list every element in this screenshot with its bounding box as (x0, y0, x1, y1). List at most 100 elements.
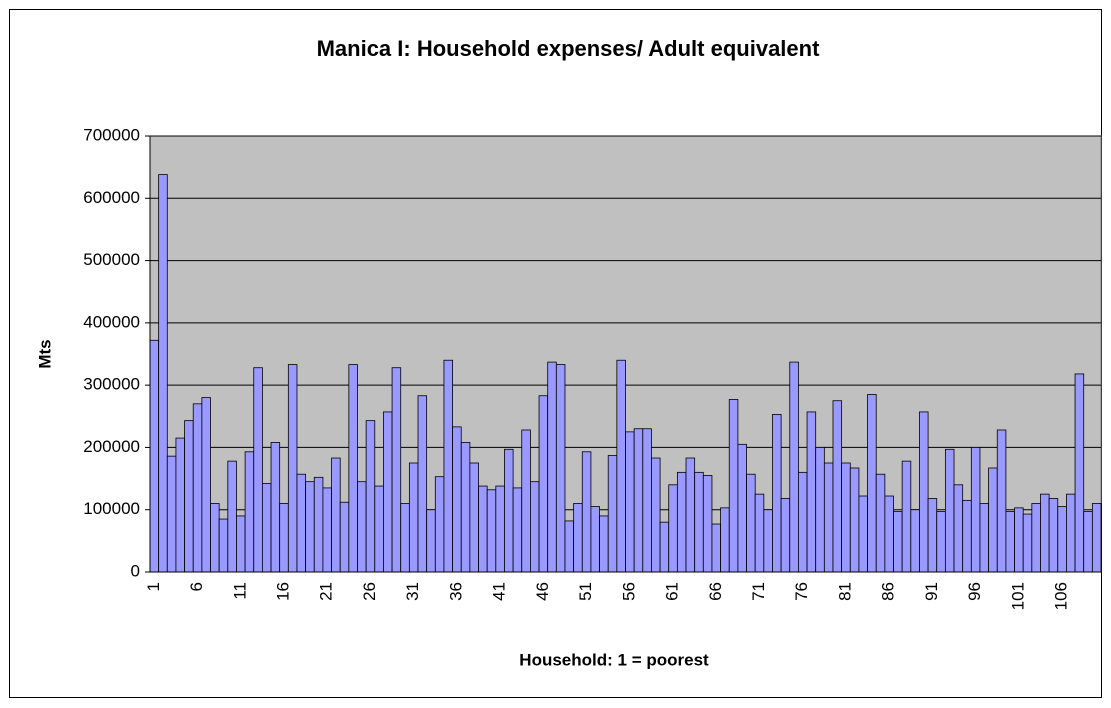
bar (1057, 506, 1067, 573)
bar (806, 411, 817, 573)
bar (547, 361, 557, 573)
bar (538, 395, 549, 573)
bar (711, 523, 721, 573)
bar (625, 431, 635, 573)
x-tick-label: 26 (360, 582, 379, 601)
bar (305, 481, 315, 573)
bar (452, 426, 462, 573)
bar (279, 503, 289, 573)
y-tick-label: 600000 (83, 188, 140, 207)
bar (780, 498, 791, 573)
bar (374, 485, 384, 573)
bar (530, 481, 540, 573)
bar (659, 521, 670, 573)
bar (867, 394, 877, 573)
bar (1066, 493, 1076, 573)
bar (815, 447, 825, 573)
x-tick-label: 51 (576, 582, 595, 601)
bar (789, 361, 799, 573)
x-axis-label: Household: 1 = poorest (519, 650, 709, 669)
bar (798, 471, 808, 573)
bar (365, 420, 376, 573)
bar (893, 511, 903, 573)
bar (910, 509, 920, 573)
x-tick-label: 91 (922, 582, 941, 601)
bar (616, 359, 626, 573)
x-tick-label: 56 (619, 582, 638, 601)
y-tick-label: 0 (131, 561, 140, 580)
bar (901, 460, 912, 573)
chart-title: Manica I: Household expenses/ Adult equi… (317, 36, 821, 61)
bar (322, 487, 332, 573)
bar (919, 411, 929, 573)
bar (720, 507, 730, 573)
bar (1048, 498, 1059, 573)
bar (832, 400, 843, 573)
bar (953, 484, 964, 573)
bar (227, 460, 237, 573)
bar (210, 503, 220, 573)
bar (417, 395, 428, 573)
bar (478, 485, 488, 573)
bar (1040, 493, 1050, 573)
bar (469, 462, 479, 573)
bar (875, 473, 886, 573)
x-tick-label: 11 (230, 582, 249, 600)
bar (331, 457, 341, 573)
bar (599, 515, 609, 573)
bar (702, 475, 713, 573)
y-tick-label: 400000 (83, 312, 140, 331)
bar (1005, 511, 1015, 573)
bar (486, 489, 497, 573)
bar (192, 403, 203, 573)
bar (573, 503, 583, 573)
y-tick-label: 500000 (83, 250, 140, 269)
x-tick-label: 86 (879, 582, 898, 601)
bar (184, 420, 194, 573)
bar (642, 428, 652, 573)
x-tick-label: 16 (273, 582, 292, 601)
y-tick-label: 200000 (83, 437, 140, 456)
bar (512, 487, 523, 573)
bar (849, 467, 860, 573)
bar (1091, 503, 1102, 573)
bar (383, 411, 393, 573)
bar (149, 339, 160, 573)
x-tick-label: 66 (706, 582, 725, 601)
bar (201, 397, 211, 573)
x-tick-label: 1 (144, 582, 163, 591)
bar (996, 429, 1007, 573)
x-tick-label: 61 (663, 582, 682, 601)
x-tick-label: 101 (1008, 582, 1027, 610)
bar (694, 471, 704, 573)
bar (772, 414, 782, 573)
bar (746, 473, 756, 573)
bar (841, 462, 851, 573)
bar (339, 501, 350, 573)
bar (158, 174, 168, 573)
bar (633, 428, 644, 573)
x-tick-label: 6 (187, 582, 206, 591)
bar (685, 457, 696, 573)
bar (426, 509, 436, 573)
bar (555, 364, 566, 573)
bar (434, 476, 445, 573)
bar (936, 511, 946, 573)
y-tick-label: 100000 (83, 499, 140, 518)
bar (728, 399, 739, 573)
x-tick-label: 81 (835, 582, 854, 601)
x-tick-label: 71 (749, 582, 768, 601)
bar (651, 457, 661, 573)
x-tick-label: 41 (490, 582, 509, 601)
bar (944, 448, 955, 573)
x-tick-label: 31 (403, 582, 422, 601)
bar (607, 455, 618, 573)
bar (348, 364, 358, 573)
bar (858, 495, 868, 573)
bar (564, 520, 575, 573)
bar (754, 493, 765, 573)
bar (495, 485, 505, 573)
bar (676, 471, 687, 573)
bar (287, 364, 298, 573)
